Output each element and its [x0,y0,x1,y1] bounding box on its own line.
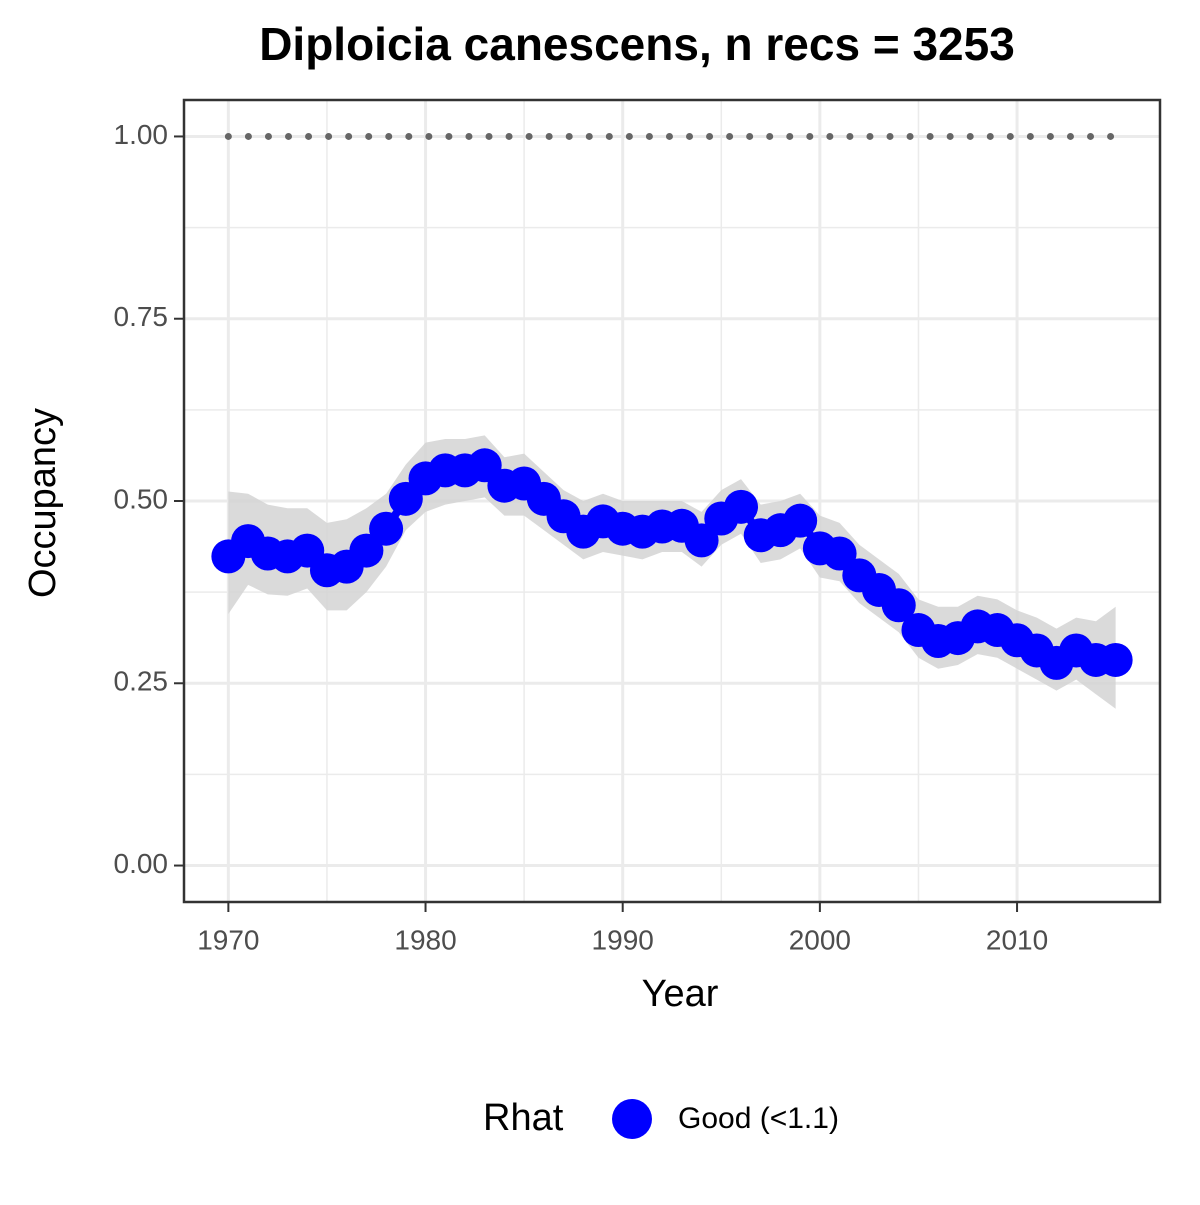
x-tick-label: 1970 [197,924,259,955]
x-tick-label: 2010 [986,924,1048,955]
x-tick-label: 2000 [789,924,851,955]
confidence-band [228,435,1116,709]
y-tick-label: 0.00 [114,848,169,879]
point [881,588,916,623]
x-axis-title: Year [642,973,719,1015]
x-tick-label: 1990 [592,924,654,955]
legend-label: Good (<1.1) [678,1102,839,1135]
plot-border [182,98,1162,904]
point [684,523,719,558]
point [349,533,384,568]
legend-title: Rhat [483,1097,564,1139]
point [783,503,818,538]
point [369,511,404,546]
y-tick-label: 1.00 [114,119,169,150]
chart-title: Diploicia canescens, n recs = 3253 [259,18,1015,70]
x-tick-label: 1980 [394,924,456,955]
y-tick-label: 0.50 [114,483,169,514]
y-tick-label: 0.25 [114,666,169,697]
legend-marker [612,1099,652,1139]
point [724,489,759,524]
y-tick-label: 0.75 [114,301,169,332]
point [1098,642,1133,677]
y-axis-title: Occupancy [22,408,64,598]
point [822,536,857,571]
